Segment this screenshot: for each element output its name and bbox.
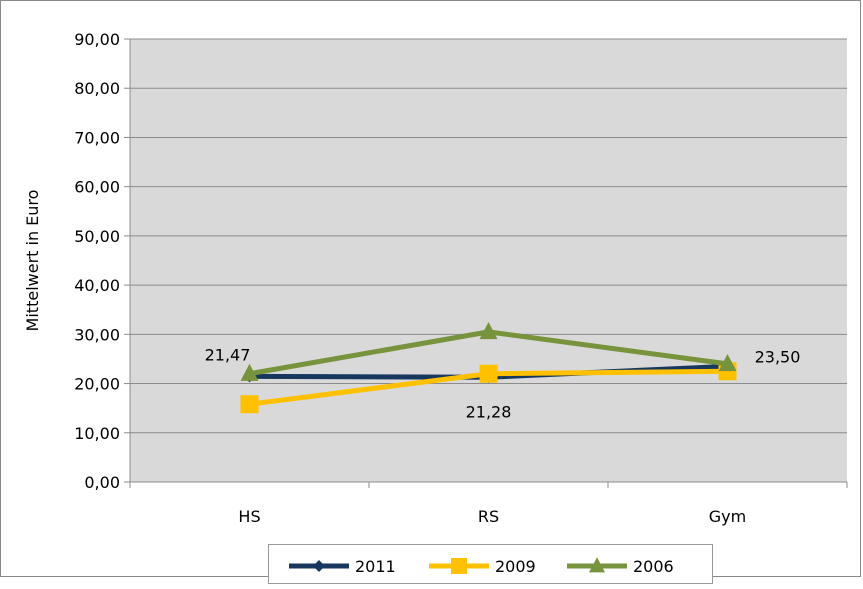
legend-label: 2006 <box>633 557 674 576</box>
y-tick-label: 20,00 <box>74 375 120 394</box>
marker-triangle <box>589 557 605 573</box>
x-tick-labels: HS RS Gym <box>238 507 746 526</box>
marker-triangle <box>718 353 737 372</box>
y-tick-label: 10,00 <box>74 424 120 443</box>
data-label: 21,28 <box>466 402 512 421</box>
y-tick-label: 0,00 <box>84 473 120 492</box>
marker-triangle <box>240 363 259 381</box>
data-label: 21,47 <box>205 345 251 364</box>
data-label: 23,50 <box>755 347 801 366</box>
y-tick-label: 80,00 <box>74 79 120 98</box>
data-labels: 21,47 21,28 23,50 <box>205 345 801 421</box>
y-tick-label: 40,00 <box>74 276 120 295</box>
marker-square <box>240 395 259 414</box>
x-tick-label: HS <box>238 507 260 526</box>
marker-diamond <box>313 560 325 572</box>
y-axis-label: Mittelwert in Euro <box>23 190 42 332</box>
y-tick-label: 30,00 <box>74 325 120 344</box>
legend-label: 2009 <box>495 557 536 576</box>
legend: 2011 2009 2006 <box>268 544 713 584</box>
marker-square <box>479 364 498 383</box>
legend-graphic: 2011 2009 2006 <box>289 557 674 576</box>
y-tick-label: 90,00 <box>74 30 120 49</box>
y-tick-label: 60,00 <box>74 178 120 197</box>
y-tick-label: 50,00 <box>74 227 120 246</box>
marker-square <box>451 558 467 574</box>
y-tick-label: 70,00 <box>74 128 120 147</box>
y-tick-labels: 0,00 10,00 20,00 30,00 40,00 50,00 60,00 70,00 8… <box>74 30 120 492</box>
legend-label: 2011 <box>355 557 396 576</box>
marker-triangle <box>479 321 498 340</box>
x-tick-label: RS <box>478 507 499 526</box>
axes <box>124 38 848 488</box>
x-tick-label: Gym <box>709 507 746 526</box>
series-lines <box>240 321 737 414</box>
